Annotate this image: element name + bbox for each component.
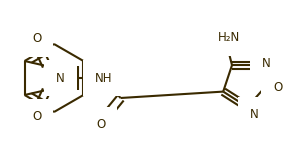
- Text: O: O: [273, 81, 282, 94]
- Text: O: O: [96, 119, 105, 132]
- Text: N: N: [56, 71, 65, 84]
- Text: N: N: [262, 57, 271, 70]
- Text: O: O: [32, 32, 41, 46]
- Text: N: N: [249, 108, 258, 122]
- Text: O: O: [32, 111, 41, 124]
- Text: H₂N: H₂N: [218, 31, 240, 44]
- Text: NH: NH: [95, 71, 112, 84]
